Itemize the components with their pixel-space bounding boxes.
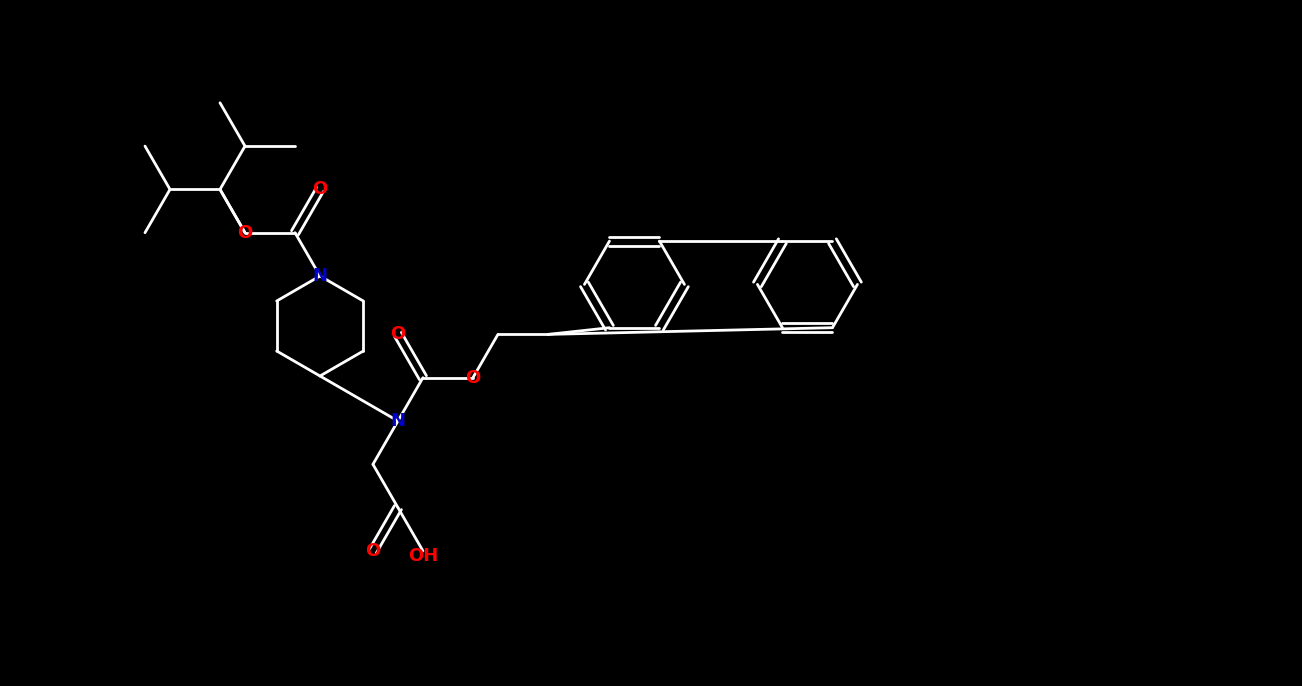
Text: O: O — [465, 368, 480, 387]
Text: N: N — [391, 412, 405, 430]
Text: O: O — [312, 180, 328, 198]
Text: O: O — [391, 325, 405, 344]
Text: O: O — [237, 224, 253, 241]
Text: O: O — [366, 542, 380, 560]
Text: N: N — [312, 267, 328, 285]
Text: OH: OH — [408, 547, 437, 565]
